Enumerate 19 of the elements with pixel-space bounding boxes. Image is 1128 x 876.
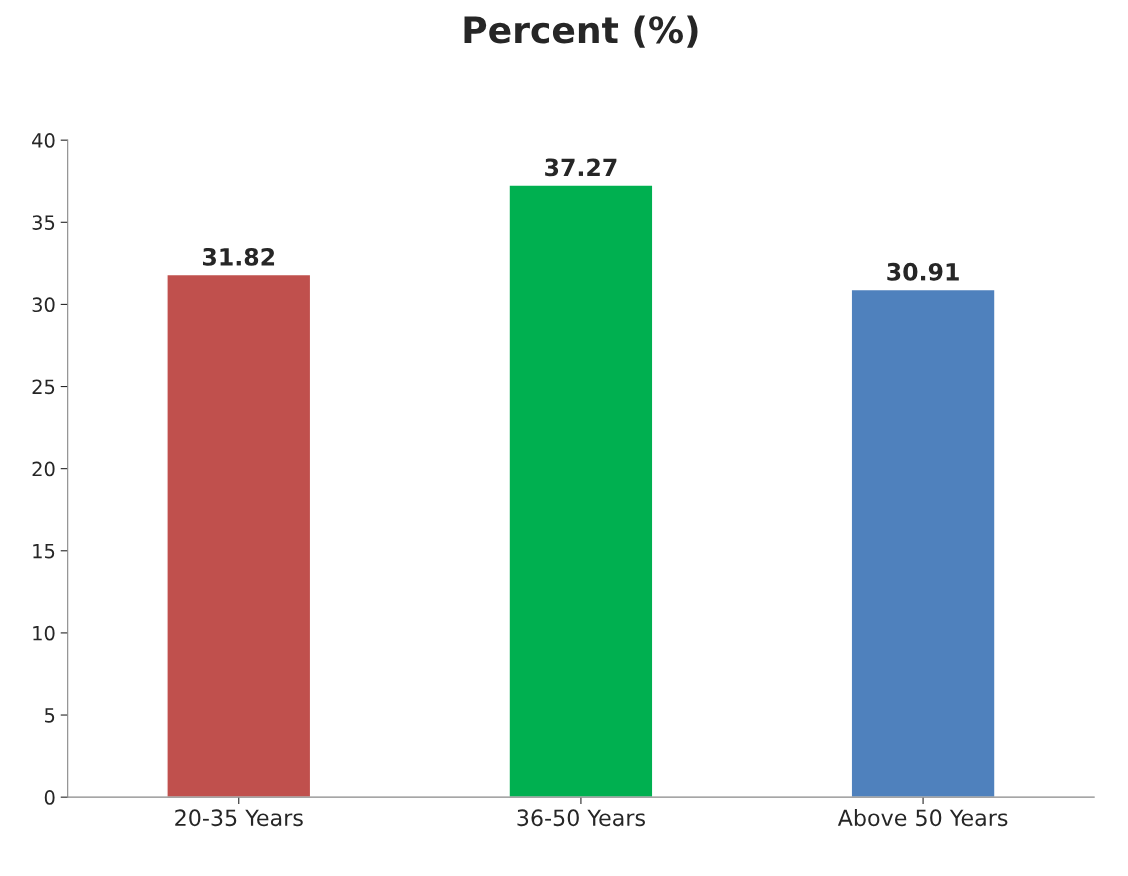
data-label: 37.27 bbox=[545, 158, 617, 177]
x-tick-label: 36-50 Years bbox=[517, 809, 645, 827]
chart-title: Percent (%) bbox=[464, 15, 698, 48]
bar bbox=[850, 288, 996, 798]
bar bbox=[166, 273, 312, 798]
y-tick-label: 0 bbox=[44, 790, 55, 805]
y-tick-label: 15 bbox=[33, 544, 55, 559]
y-tick-label: 40 bbox=[32, 133, 55, 148]
y-tick-label: 10 bbox=[33, 625, 55, 641]
y-tick-label: 5 bbox=[45, 708, 55, 723]
y-tick-label: 20 bbox=[32, 461, 55, 477]
y-tick-label: 30 bbox=[32, 297, 55, 313]
y-tick-label: 25 bbox=[32, 379, 55, 395]
bar bbox=[508, 184, 654, 798]
x-tick-label: Above 50 Years bbox=[837, 808, 1008, 827]
data-label: 30.91 bbox=[887, 262, 959, 281]
x-tick-label: 20-35 Years bbox=[175, 809, 303, 827]
data-label: 31.82 bbox=[203, 247, 275, 266]
y-tick-label: 35 bbox=[32, 215, 55, 230]
